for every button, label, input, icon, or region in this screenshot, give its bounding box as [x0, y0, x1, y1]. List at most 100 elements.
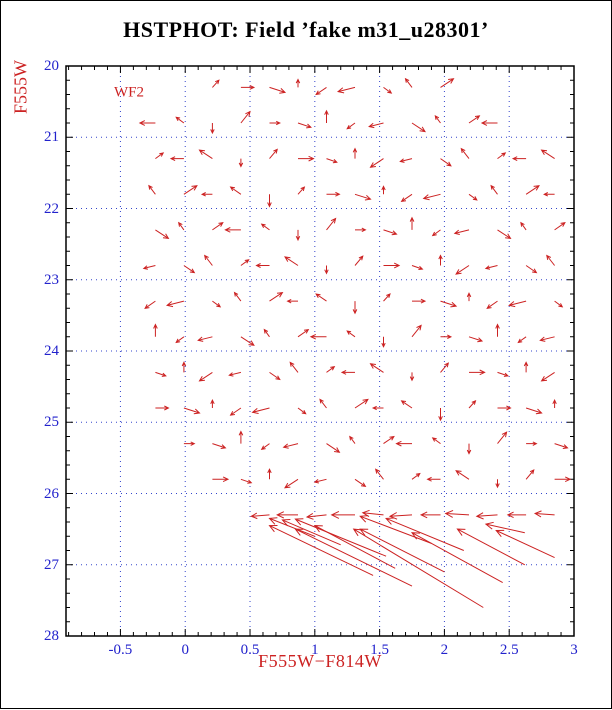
x-tick-label: 0.5: [240, 642, 260, 658]
vector-arrow: [178, 221, 185, 231]
vector-arrow: [411, 472, 421, 480]
vector-arrow: [468, 400, 477, 409]
vector-arrow: [355, 227, 367, 233]
vector-arrow: [434, 114, 441, 124]
vector-arrow: [381, 336, 386, 348]
vector-arrow: [165, 300, 185, 308]
vector-arrow: [497, 371, 509, 377]
vector-arrow: [440, 334, 453, 339]
vector-arrow: [440, 158, 452, 167]
vector-arrow: [554, 222, 566, 231]
vector-arrow: [525, 185, 540, 195]
vector-arrow: [422, 193, 441, 201]
vector-arrow: [520, 221, 527, 231]
vector-arrow: [183, 265, 196, 274]
vector-arrow: [352, 147, 358, 159]
vector-arrow: [453, 229, 470, 235]
vector-arrow: [369, 363, 384, 373]
vector-arrow: [359, 528, 445, 573]
vector-arrow: [368, 122, 384, 129]
vector-arrow: [175, 336, 185, 344]
vector-arrow: [438, 254, 443, 266]
vector-arrow: [295, 229, 301, 242]
vector-arrow: [315, 86, 327, 96]
vector-arrow: [409, 216, 415, 230]
vector-arrow: [267, 194, 272, 208]
vector-arrow: [540, 371, 555, 382]
vector-arrow: [281, 519, 341, 546]
vector-arrow: [309, 333, 327, 340]
vector-arrow: [175, 116, 185, 124]
vector-arrow: [198, 371, 213, 382]
vector-arrow: [268, 525, 374, 576]
vector-arrow: [517, 336, 527, 344]
vector-arrow: [385, 517, 464, 551]
vector-arrow: [240, 84, 256, 90]
vector-arrow: [409, 372, 415, 382]
vector-arrow: [455, 265, 470, 275]
vector-arrow: [395, 440, 412, 447]
vector-arrow: [284, 478, 299, 489]
vector-arrow: [326, 217, 337, 231]
vector-arrow: [336, 86, 356, 94]
vector-arrow: [460, 147, 470, 159]
vector-arrow: [183, 441, 196, 446]
vector-arrow: [155, 229, 170, 240]
vector-arrow: [269, 120, 281, 126]
vector-arrow: [495, 529, 555, 559]
grid-lines: [66, 66, 574, 636]
vector-arrow: [383, 293, 391, 302]
vector-arrow: [525, 407, 543, 415]
vector-arrow: [438, 408, 443, 422]
chart-title: HSTPHOT: Field ’fake m31_u28301’: [123, 17, 489, 42]
vector-arrow: [282, 443, 299, 449]
vector-arrow: [251, 407, 270, 414]
vector-arrow: [533, 510, 555, 518]
vector-arrow: [354, 255, 364, 266]
vector-arrow: [497, 431, 508, 444]
vector-arrow: [144, 300, 156, 309]
vector-arrow: [383, 435, 395, 445]
x-axis-label: F555W−F814W: [258, 651, 382, 671]
vector-arrow: [313, 478, 327, 484]
vector-arrow: [371, 405, 384, 411]
vector-arrow: [155, 405, 170, 411]
vector-arrow: [508, 300, 527, 308]
vector-arrow: [286, 298, 298, 304]
vector-arrow: [319, 398, 327, 409]
y-tick-label: 27: [44, 556, 59, 573]
vector-arrow: [148, 184, 156, 195]
vector-arrow: [495, 479, 500, 489]
x-tick-label: 3: [570, 642, 578, 658]
vector-arrow: [276, 511, 298, 519]
vector-arrow: [294, 528, 413, 587]
vector-arrow: [383, 229, 398, 236]
vector-arrow: [315, 293, 327, 302]
vector-arrow: [229, 186, 242, 195]
vector-arrow: [346, 122, 356, 130]
x-tick-label: 2.5: [499, 642, 519, 658]
vector-arrow: [383, 86, 393, 94]
vector-arrow: [260, 223, 270, 231]
vector-arrow: [197, 336, 213, 342]
vector-arrow: [354, 398, 369, 409]
vector-arrow: [269, 148, 278, 159]
vector-arrow: [400, 193, 413, 203]
vector-arrow: [400, 400, 413, 409]
vector-arrow: [411, 265, 424, 270]
vector-arrow: [297, 186, 306, 195]
vector-arrow: [475, 512, 498, 520]
vector-arrow: [267, 468, 272, 480]
vector-arrow: [352, 528, 484, 608]
vector-arrow: [497, 152, 507, 160]
vector-arrow: [506, 511, 527, 519]
vector-arrow: [554, 476, 572, 483]
vector-arrow: [539, 336, 555, 342]
x-tick-label: 0: [181, 642, 189, 658]
vector-arrow: [552, 399, 557, 408]
y-tick-label: 23: [44, 271, 59, 288]
vector-arrow: [153, 323, 158, 337]
vector-arrow: [240, 259, 250, 266]
vector-arrow: [326, 191, 341, 197]
